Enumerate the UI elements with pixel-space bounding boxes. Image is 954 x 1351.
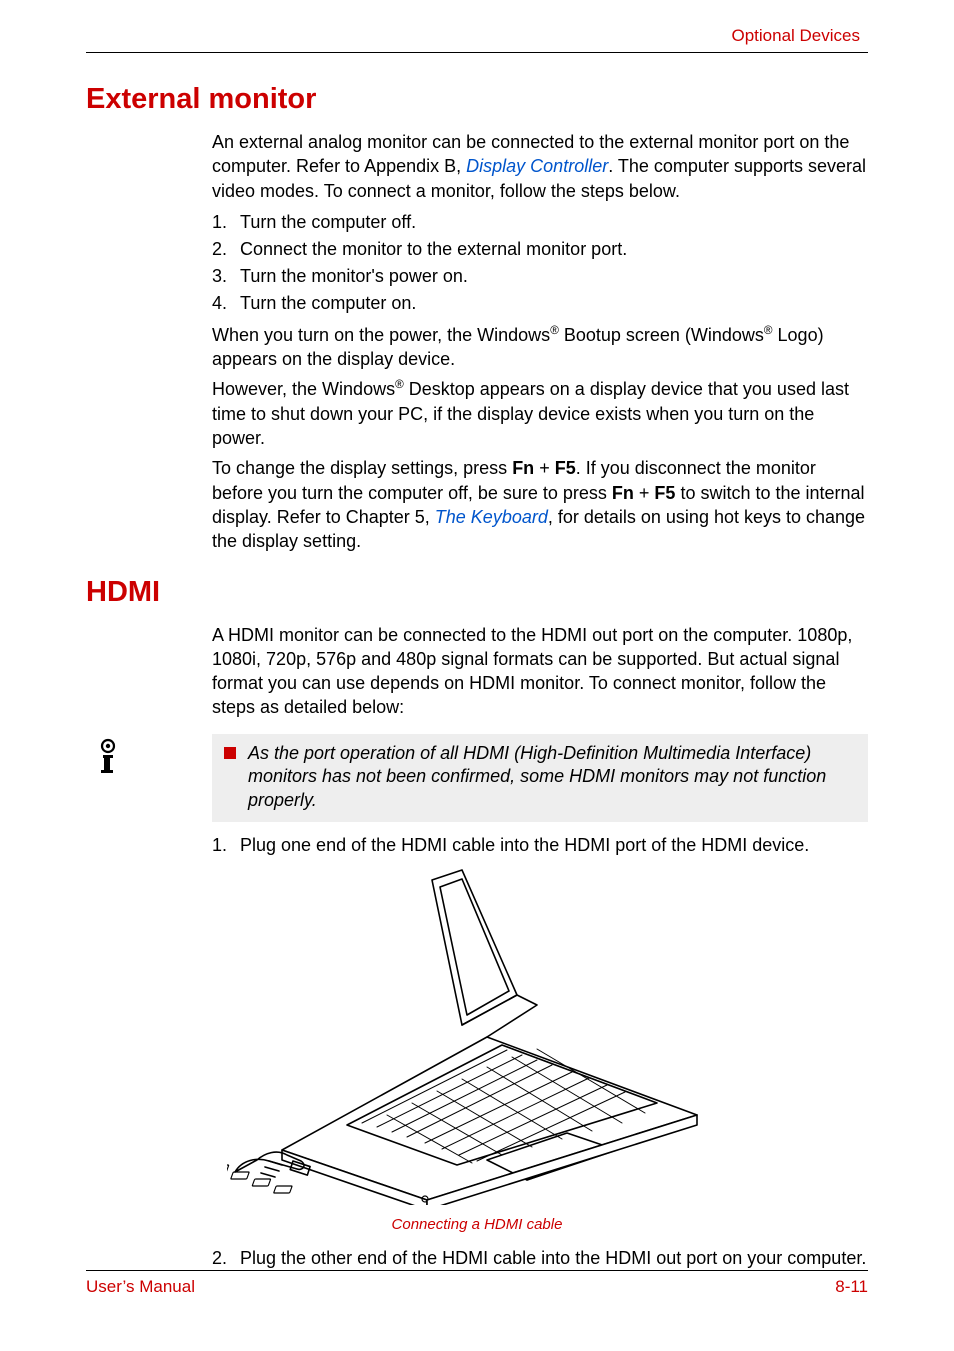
list-text: Plug the other end of the HDMI cable int… xyxy=(240,1248,866,1268)
section1-p2: When you turn on the power, the Windows®… xyxy=(212,323,868,372)
header-rule xyxy=(86,52,868,53)
footer-left: User’s Manual xyxy=(86,1277,195,1297)
list-number: 2. xyxy=(212,1245,227,1272)
heading-external-monitor: External monitor xyxy=(86,83,868,116)
section1-p3: However, the Windows® Desktop appears on… xyxy=(212,377,868,450)
document-page: Optional Devices External monitor An ext… xyxy=(0,0,954,1351)
figure-hdmi-cable xyxy=(86,865,868,1210)
text: To change the display settings, press xyxy=(212,458,512,478)
list-text: Turn the monitor's power on. xyxy=(240,266,468,286)
note-text: As the port operation of all HDMI (High-… xyxy=(248,742,856,812)
text: + xyxy=(634,483,655,503)
section2-step2-block: 2. Plug the other end of the HDMI cable i… xyxy=(212,1245,868,1272)
key-f5: F5 xyxy=(555,458,576,478)
footer-rule xyxy=(86,1270,868,1271)
list-item: 1. Turn the computer off. xyxy=(212,209,868,236)
link-the-keyboard[interactable]: The Keyboard xyxy=(435,507,548,527)
list-item: 1. Plug one end of the HDMI cable into th… xyxy=(212,832,868,859)
list-number: 1. xyxy=(212,209,227,236)
page-footer: User’s Manual 8-11 xyxy=(86,1270,868,1297)
text: When you turn on the power, the Windows xyxy=(212,325,550,345)
section2-steps: 1. Plug one end of the HDMI cable into th… xyxy=(212,832,868,859)
list-number: 2. xyxy=(212,236,227,263)
hdmi-step2-list: 2. Plug the other end of the HDMI cable i… xyxy=(212,1245,868,1272)
heading-hdmi: HDMI xyxy=(86,576,868,609)
hdmi-step1-list: 1. Plug one end of the HDMI cable into th… xyxy=(212,832,868,859)
section1-intro: An external analog monitor can be connec… xyxy=(212,130,868,203)
list-number: 3. xyxy=(212,263,227,290)
text: + xyxy=(534,458,555,478)
link-display-controller[interactable]: Display Controller xyxy=(466,156,608,176)
key-f5: F5 xyxy=(654,483,675,503)
list-item: 2. Connect the monitor to the external mo… xyxy=(212,236,868,263)
section1-body: An external analog monitor can be connec… xyxy=(212,130,868,554)
section1-p4: To change the display settings, press Fn… xyxy=(212,456,868,553)
figure-caption: Connecting a HDMI cable xyxy=(86,1216,868,1233)
text: Bootup screen (Windows xyxy=(559,325,764,345)
key-fn: Fn xyxy=(612,483,634,503)
list-item: 4. Turn the computer on. xyxy=(212,290,868,317)
list-text: Plug one end of the HDMI cable into the … xyxy=(240,835,809,855)
laptop-illustration xyxy=(227,865,727,1205)
list-item: 2. Plug the other end of the HDMI cable i… xyxy=(212,1245,868,1272)
footer-page-number: 8-11 xyxy=(835,1277,868,1297)
list-text: Turn the computer off. xyxy=(240,212,416,232)
list-item: 3. Turn the monitor's power on. xyxy=(212,263,868,290)
section1-steps: 1. Turn the computer off. 2. Connect the m… xyxy=(212,209,868,317)
section2-body: A HDMI monitor can be connected to the H… xyxy=(212,623,868,720)
section2-intro: A HDMI monitor can be connected to the H… xyxy=(212,623,868,720)
registered-mark: ® xyxy=(764,324,773,337)
list-number: 4. xyxy=(212,290,227,317)
registered-mark: ® xyxy=(395,378,404,391)
text: However, the Windows xyxy=(212,379,395,399)
note-box: As the port operation of all HDMI (High-… xyxy=(212,734,868,822)
info-icon xyxy=(86,734,130,778)
registered-mark: ® xyxy=(550,324,559,337)
note-block: As the port operation of all HDMI (High-… xyxy=(86,734,868,822)
square-bullet-icon xyxy=(224,747,236,759)
running-header: Optional Devices xyxy=(86,26,868,46)
list-text: Connect the monitor to the external moni… xyxy=(240,239,627,259)
key-fn: Fn xyxy=(512,458,534,478)
list-text: Turn the computer on. xyxy=(240,293,416,313)
list-number: 1. xyxy=(212,832,227,859)
